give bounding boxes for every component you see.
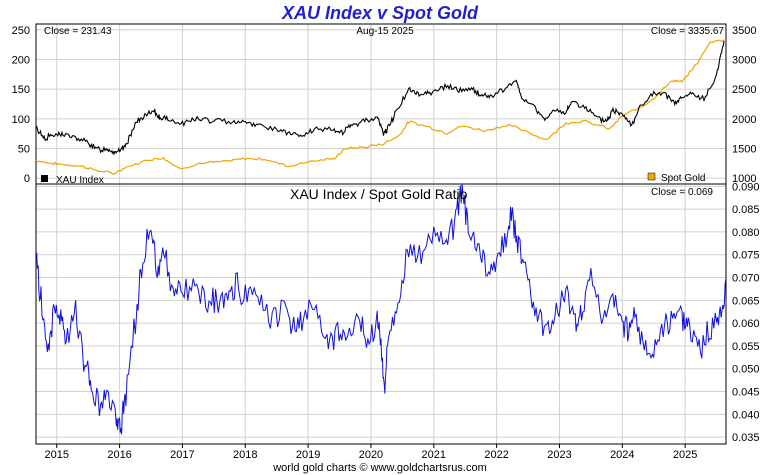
left-y-tick-label: 50 <box>18 143 30 155</box>
ratio-y-tick-label: 0.040 <box>732 409 760 421</box>
x-tick-label: 2022 <box>484 449 508 461</box>
x-tick-label: 2015 <box>44 449 68 461</box>
x-tick-label: 2021 <box>422 449 446 461</box>
xau-legend-swatch <box>41 175 48 182</box>
left-y-tick-label: 250 <box>12 25 30 37</box>
right-y-tick-label: 3500 <box>732 25 756 37</box>
xau-close-label: Close = 231.43 <box>44 26 112 37</box>
ratio-y-tick-label: 0.065 <box>732 295 760 307</box>
right-y-tick-label: 3000 <box>732 55 756 67</box>
left-y-tick-label: 150 <box>12 84 30 96</box>
x-tick-label: 2024 <box>610 449 634 461</box>
ratio-y-tick-label: 0.035 <box>732 432 760 444</box>
axis-layer: 2015 2016 2017 2018 2019 2020 2021 2022 2023 2024… <box>12 25 760 461</box>
ratio-y-tick-label: 0.085 <box>732 204 760 216</box>
right-y-tick-label: 2500 <box>732 84 756 96</box>
left-y-tick-label: 0 <box>24 173 30 185</box>
x-tick-label: 2017 <box>170 449 194 461</box>
ratio-y-tick-label: 0.070 <box>732 273 760 285</box>
ratio-y-tick-label: 0.075 <box>732 250 760 262</box>
ratio-y-tick-label: 0.045 <box>732 387 760 399</box>
ratio-y-tick-label: 0.090 <box>732 181 760 193</box>
ratio-line <box>35 183 727 435</box>
ratio-y-tick-label: 0.055 <box>732 341 760 353</box>
gold-legend-swatch <box>647 172 656 181</box>
x-tick-label: 2019 <box>296 449 320 461</box>
xau-legend-label: XAU Index <box>56 175 104 186</box>
chart-title: XAU Index v Spot Gold <box>281 3 478 23</box>
footer-credit: world gold charts © www.goldchartsrus.co… <box>273 462 487 474</box>
gold-close-label: Close = 3335.67 <box>651 26 725 37</box>
left-y-tick-label: 100 <box>12 114 30 126</box>
right-y-tick-label: 1000 <box>732 173 756 185</box>
bottom-panel-frame <box>35 183 727 445</box>
ratio-y-tick-label: 0.060 <box>732 318 760 330</box>
x-tick-label: 2020 <box>359 449 383 461</box>
grid-layer <box>36 24 726 444</box>
left-y-tick-label: 200 <box>12 55 30 67</box>
right-y-tick-label: 1500 <box>732 143 756 155</box>
ratio-y-tick-label: 0.080 <box>732 227 760 239</box>
x-tick-label: 2018 <box>233 449 257 461</box>
ratio-title: XAU Index / Spot Gold Ratio <box>290 186 468 202</box>
right-y-tick-label: 2000 <box>732 114 756 126</box>
xau-index-line <box>35 40 725 156</box>
ratio-close-label: Close = 0.069 <box>651 187 713 198</box>
date-label: Aug-15 2025 <box>356 26 414 37</box>
x-tick-label: 2023 <box>547 449 571 461</box>
ratio-y-tick-label: 0.050 <box>732 364 760 376</box>
x-tick-label: 2025 <box>673 449 697 461</box>
gold-legend-label: Spot Gold <box>661 173 705 184</box>
x-tick-label: 2016 <box>107 449 131 461</box>
spot-gold-line <box>35 39 725 175</box>
series-layer <box>35 39 727 435</box>
